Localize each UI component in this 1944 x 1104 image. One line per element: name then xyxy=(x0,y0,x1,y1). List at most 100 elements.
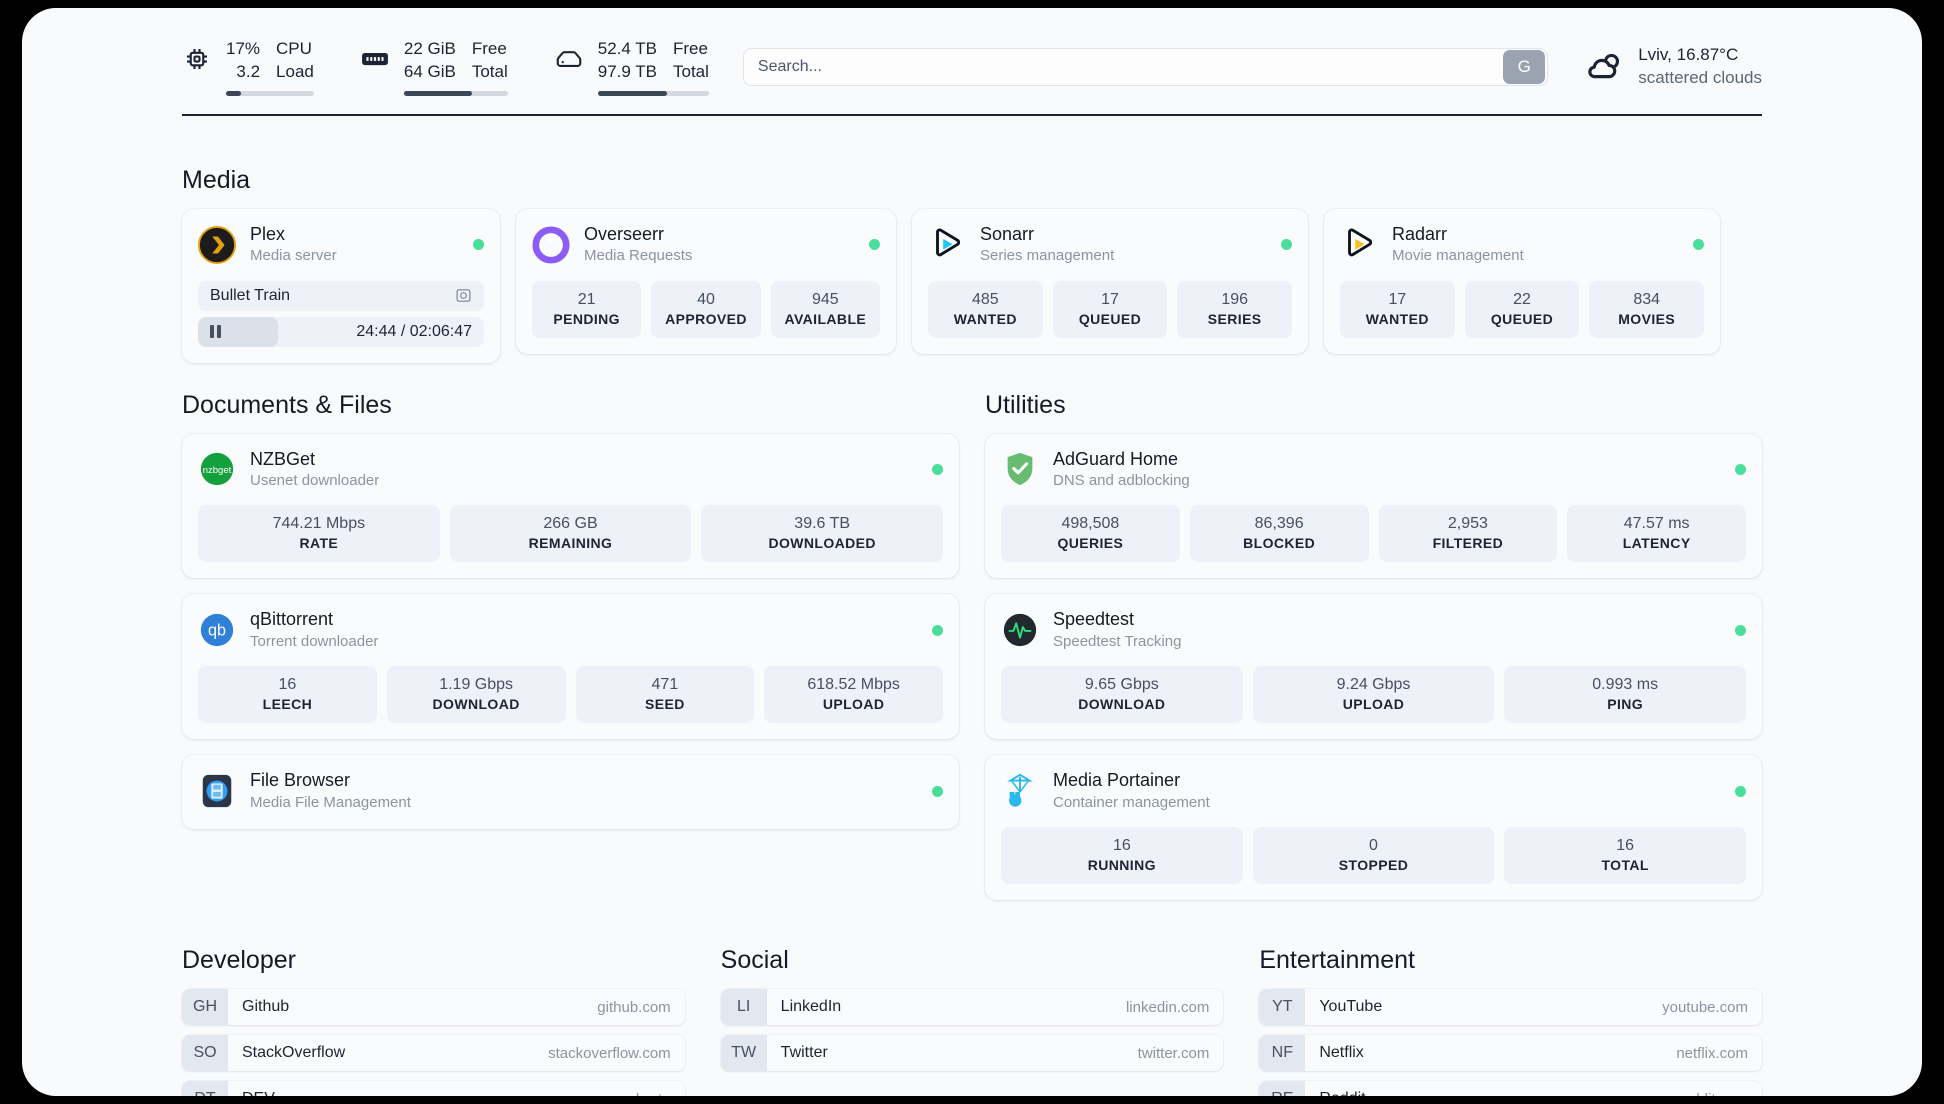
stat-pill: 16 RUNNING xyxy=(1001,826,1243,885)
bookmark-item-dev[interactable]: DT DEV dev.to xyxy=(182,1081,685,1096)
stat-label: UPLOAD xyxy=(1342,696,1405,713)
portainer-status-dot xyxy=(1735,785,1746,797)
stat-label: SEED xyxy=(645,696,685,713)
bookmark-url: twitter.com xyxy=(1137,1044,1210,1062)
plex-time: 24:44 / 02:06:47 xyxy=(356,322,472,340)
stat-value: 9.24 Gbps xyxy=(1336,676,1411,694)
search-bar[interactable]: G xyxy=(742,48,1549,86)
portainer-icon xyxy=(1001,772,1039,810)
plex-now-playing-title: Bullet Train xyxy=(210,286,291,304)
disk-total-value: 97.9 TB xyxy=(597,62,657,81)
card-speedtest[interactable]: Speedtest Speedtest Tracking 9.65 Gbps D… xyxy=(985,594,1762,740)
stat-pill: 945 AVAILABLE xyxy=(770,280,880,338)
radarr-icon xyxy=(1340,226,1378,264)
filebrowser-name: File Browser xyxy=(250,770,351,791)
stat-pill: 47.57 ms LATENCY xyxy=(1567,505,1746,563)
ram-free-label: Free xyxy=(471,39,507,59)
stat-pill: 9.24 Gbps UPLOAD xyxy=(1252,666,1495,724)
disk-free-label: Free xyxy=(673,39,708,59)
search-submit-button[interactable]: G xyxy=(1503,50,1546,84)
search-input[interactable] xyxy=(743,49,1504,85)
stat-pill: 471 SEED xyxy=(575,666,755,724)
sonarr-desc: Series management xyxy=(980,247,1115,265)
sonarr-status-dot xyxy=(1281,239,1292,251)
overseerr-status-dot xyxy=(869,239,880,251)
pause-icon[interactable] xyxy=(210,325,221,339)
stat-value: 471 xyxy=(651,676,679,694)
radarr-desc: Movie management xyxy=(1392,247,1524,265)
stat-value: 2,953 xyxy=(1447,515,1488,533)
stat-pill: 0.993 ms PING xyxy=(1504,666,1747,724)
bookmark-item-netflix[interactable]: NF Netflix netflix.com xyxy=(1259,1035,1763,1072)
bookmark-abbr: TW xyxy=(720,1035,767,1072)
stat-value: 47.57 ms xyxy=(1623,515,1690,533)
nzbget-status-dot xyxy=(932,463,943,475)
bookmark-item-reddit[interactable]: RE Reddit reddit.com xyxy=(1259,1081,1763,1096)
qbittorrent-status-dot xyxy=(932,624,943,636)
plex-progress-bar[interactable]: 24:44 / 02:06:47 xyxy=(198,316,484,347)
bookmark-abbr: SO xyxy=(182,1035,228,1072)
card-adguard[interactable]: AdGuard Home DNS and adblocking 498,508 … xyxy=(985,433,1762,579)
plex-status-dot xyxy=(473,239,484,251)
bookmark-group-title: Entertainment xyxy=(1259,946,1415,975)
adguard-name: AdGuard Home xyxy=(1053,448,1179,469)
bookmark-item-twitter[interactable]: TW Twitter twitter.com xyxy=(720,1035,1224,1072)
stat-label: QUERIES xyxy=(1057,535,1124,552)
bookmark-item-linkedin[interactable]: LI LinkedIn linkedin.com xyxy=(720,989,1224,1026)
cpu-meter xyxy=(226,90,314,96)
qbittorrent-desc: Torrent downloader xyxy=(250,632,379,650)
stat-label: REMAINING xyxy=(528,535,613,552)
card-radarr[interactable]: Radarr Movie management 17 WANTED 22 QUE… xyxy=(1324,209,1720,354)
nzbget-icon: nzbget xyxy=(198,450,236,488)
stat-label: FILTERED xyxy=(1432,535,1504,552)
documents-section-title: Documents & Files xyxy=(182,390,392,419)
bookmark-abbr: RE xyxy=(1259,1081,1306,1096)
plex-name: Plex xyxy=(250,224,286,244)
card-nzbget[interactable]: nzbget NZBGet Usenet downloader 744.21 M… xyxy=(182,433,959,579)
stat-value: 21 xyxy=(577,290,596,308)
ram-total-value: 64 GiB xyxy=(403,62,456,81)
stat-pill: 16 TOTAL xyxy=(1504,826,1747,885)
plex-icon xyxy=(198,225,236,264)
ram-meter xyxy=(403,90,508,96)
weather-condition: scattered clouds xyxy=(1638,68,1762,87)
card-plex[interactable]: Plex Media server Bullet Train xyxy=(182,209,500,363)
card-overseerr[interactable]: Overseerr Media Requests 21 PENDING 40 A… xyxy=(516,209,896,354)
sonarr-name: Sonarr xyxy=(980,224,1035,244)
bookmark-item-youtube[interactable]: YT YouTube youtube.com xyxy=(1259,989,1763,1026)
stat-label: WANTED xyxy=(953,310,1017,327)
bookmark-url: netflix.com xyxy=(1676,1044,1749,1062)
bookmark-group-developer: Developer GH Github github.com SO StackO… xyxy=(182,946,685,1096)
bookmark-group-social: Social LI LinkedIn linkedin.com TW Twitt… xyxy=(720,946,1224,1096)
qbittorrent-name: qBittorrent xyxy=(250,609,334,630)
bookmark-abbr: NF xyxy=(1259,1035,1306,1072)
plex-player[interactable]: Bullet Train 24:44 / 02:06:47 xyxy=(198,280,484,347)
bookmark-item-github[interactable]: GH Github github.com xyxy=(182,989,685,1026)
bookmark-item-stackoverflow[interactable]: SO StackOverflow stackoverflow.com xyxy=(182,1035,685,1072)
card-sonarr[interactable]: Sonarr Series management 485 WANTED 17 Q… xyxy=(912,209,1308,354)
speedtest-name: Speedtest xyxy=(1053,609,1135,630)
stat-value: 17 xyxy=(1388,290,1407,308)
cloud-icon xyxy=(1582,46,1624,88)
disk-free-value: 52.4 TB xyxy=(597,39,657,59)
overseerr-icon xyxy=(532,226,570,264)
card-portainer[interactable]: Media Portainer Container management 16 … xyxy=(985,755,1762,901)
stat-pill: 618.52 Mbps UPLOAD xyxy=(764,666,943,724)
stat-pill: 498,508 QUERIES xyxy=(1001,505,1180,563)
card-filebrowser[interactable]: File Browser Media File Management xyxy=(182,755,959,829)
bookmark-url: linkedin.com xyxy=(1125,998,1210,1016)
cast-icon[interactable] xyxy=(455,287,472,304)
adguard-shield-icon xyxy=(1001,450,1039,488)
stat-pill: 17 WANTED xyxy=(1340,280,1455,338)
card-qbittorrent[interactable]: qb qBittorrent Torrent downloader 16 LEE… xyxy=(182,594,959,740)
ram-free-value: 22 GiB xyxy=(403,39,456,59)
bookmark-name: Reddit xyxy=(1319,1090,1365,1096)
overseerr-name: Overseerr xyxy=(584,224,665,244)
bookmark-group-title: Developer xyxy=(182,946,296,975)
bookmark-url: stackoverflow.com xyxy=(548,1044,671,1062)
utilities-section-title: Utilities xyxy=(985,390,1066,419)
cpu-label: CPU xyxy=(276,39,312,59)
stat-value: 945 xyxy=(811,290,839,308)
stat-pill: 16 LEECH xyxy=(198,666,377,724)
bookmark-group-title: Social xyxy=(720,946,789,975)
